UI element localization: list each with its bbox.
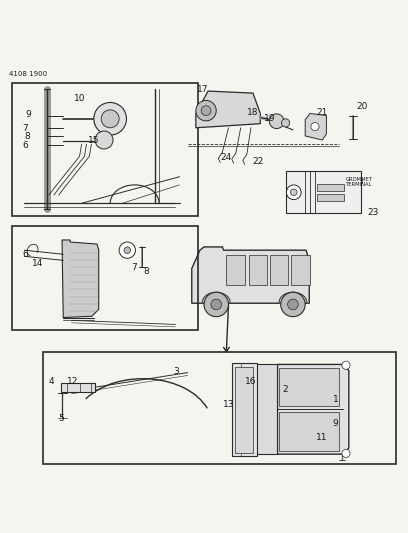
Ellipse shape	[101, 110, 119, 128]
Polygon shape	[192, 247, 309, 303]
Ellipse shape	[311, 123, 319, 131]
Ellipse shape	[282, 119, 290, 127]
Bar	[249, 255, 267, 285]
Bar	[279, 412, 339, 451]
Text: 19: 19	[264, 114, 275, 123]
Ellipse shape	[286, 185, 301, 199]
Text: 8: 8	[143, 267, 149, 276]
Bar	[317, 184, 344, 191]
Polygon shape	[277, 365, 349, 454]
Text: TERMINAL: TERMINAL	[346, 182, 373, 188]
Bar	[279, 368, 339, 407]
Text: 21: 21	[317, 108, 328, 117]
Text: 4: 4	[49, 377, 55, 386]
Bar	[286, 171, 361, 213]
Bar	[270, 255, 288, 285]
Text: 11: 11	[316, 433, 327, 441]
Bar	[61, 383, 95, 392]
Text: 5: 5	[58, 414, 64, 423]
Bar	[291, 255, 310, 285]
Text: 3: 3	[173, 367, 179, 376]
Bar	[12, 83, 198, 215]
Text: 7: 7	[131, 263, 137, 272]
Ellipse shape	[342, 449, 350, 457]
Ellipse shape	[211, 299, 222, 310]
Bar	[226, 255, 245, 285]
Text: 10: 10	[74, 94, 85, 103]
Text: 1: 1	[333, 394, 338, 403]
Text: 17: 17	[197, 85, 209, 94]
Text: 9: 9	[26, 110, 31, 119]
Text: 12: 12	[67, 377, 78, 386]
Text: 7: 7	[22, 124, 28, 133]
Ellipse shape	[290, 189, 297, 196]
Polygon shape	[196, 91, 260, 128]
Text: 14: 14	[32, 259, 43, 268]
Ellipse shape	[281, 292, 305, 317]
Ellipse shape	[201, 106, 211, 116]
Text: 15: 15	[88, 136, 100, 146]
Text: 6: 6	[23, 250, 29, 259]
Text: GROMMET: GROMMET	[346, 176, 373, 182]
Bar	[232, 363, 257, 456]
Ellipse shape	[95, 131, 113, 149]
Bar	[317, 194, 344, 201]
Ellipse shape	[196, 100, 216, 121]
Text: 18: 18	[247, 108, 259, 117]
Bar	[43, 352, 396, 464]
Bar	[12, 225, 198, 330]
Text: 6: 6	[22, 141, 28, 150]
Text: 8: 8	[24, 132, 30, 141]
Polygon shape	[305, 114, 326, 140]
Text: 16: 16	[245, 377, 257, 386]
Text: 13: 13	[223, 400, 234, 409]
Ellipse shape	[204, 292, 228, 317]
Text: 4108 1900: 4108 1900	[9, 71, 47, 77]
Text: 22: 22	[252, 157, 264, 166]
Polygon shape	[62, 240, 99, 318]
Ellipse shape	[269, 114, 284, 128]
Text: 9: 9	[333, 419, 338, 428]
Ellipse shape	[94, 102, 126, 135]
Text: 20: 20	[357, 102, 368, 111]
Ellipse shape	[342, 361, 350, 369]
Ellipse shape	[124, 247, 131, 254]
Bar	[235, 367, 253, 454]
Bar	[256, 365, 277, 454]
Ellipse shape	[119, 242, 135, 259]
Text: 24: 24	[221, 152, 232, 161]
Text: 23: 23	[368, 208, 379, 217]
Ellipse shape	[288, 299, 298, 310]
Text: 2: 2	[283, 385, 288, 394]
